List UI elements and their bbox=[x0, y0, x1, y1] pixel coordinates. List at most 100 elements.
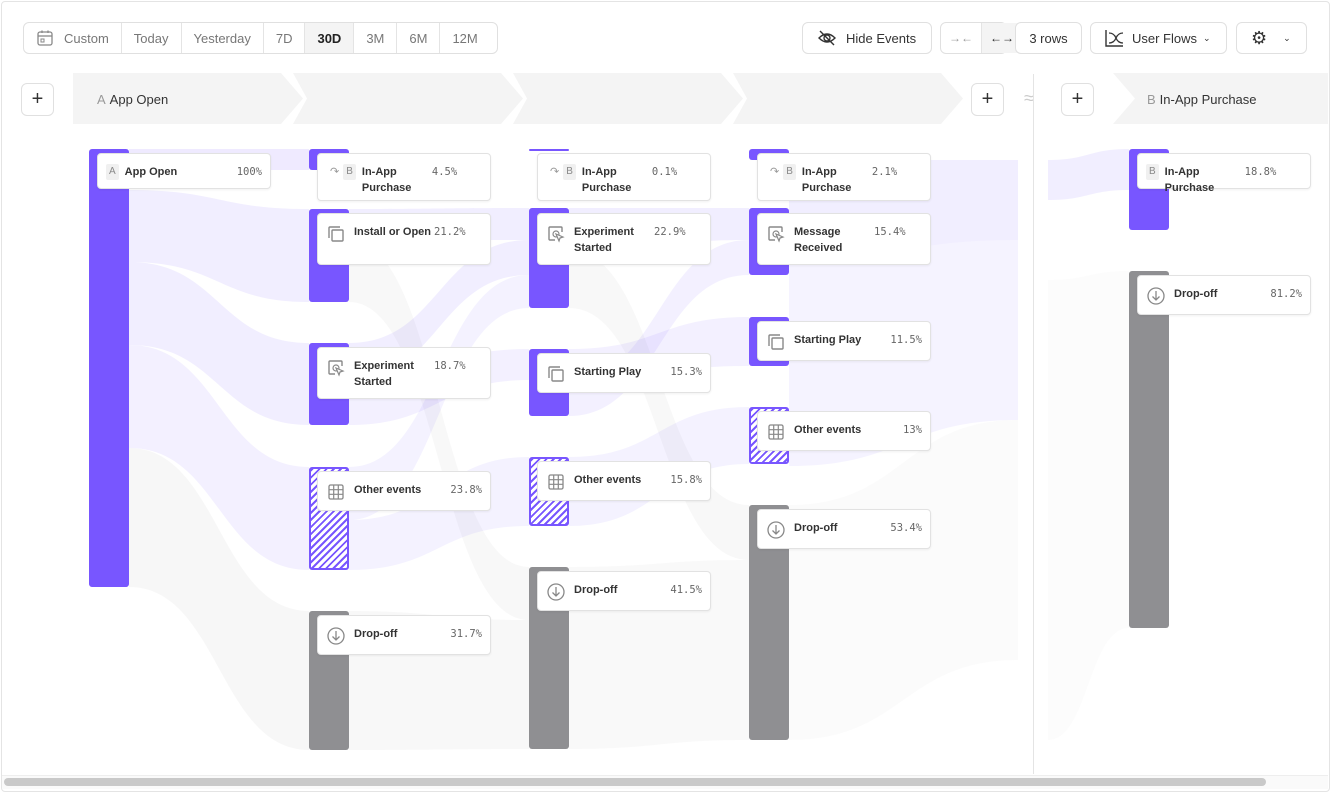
date-range-6m[interactable]: 6M bbox=[397, 23, 441, 53]
date-range-label: Custom bbox=[64, 30, 109, 46]
step-letter-badge: B bbox=[343, 164, 356, 180]
node-card[interactable]: Other events 23.8% bbox=[317, 471, 491, 511]
date-range-yesterday[interactable]: Yesterday bbox=[182, 23, 264, 53]
node-card[interactable]: ↷ B In-App Purchase 0.1% bbox=[537, 153, 711, 201]
node-label: In-App Purchase bbox=[361, 166, 412, 194]
node-percentage: 0.1% bbox=[651, 166, 678, 178]
rows-button[interactable]: 3 rows bbox=[1015, 22, 1082, 54]
step-gap-2 bbox=[513, 73, 743, 124]
node-percentage: 13% bbox=[903, 424, 922, 436]
add-step-before-button[interactable]: + bbox=[21, 83, 54, 116]
node-card[interactable]: Starting Play 11.5% bbox=[757, 321, 931, 361]
node-percentage: 18.7% bbox=[434, 360, 466, 372]
node-card[interactable]: Install or Open 21.2% bbox=[317, 213, 491, 265]
collapse-button[interactable]: →← bbox=[941, 23, 982, 53]
copy-icon bbox=[546, 364, 566, 384]
node-percentage: 18.8% bbox=[1244, 166, 1277, 178]
step-letter-badge: B bbox=[563, 164, 576, 180]
date-range-7d[interactable]: 7D bbox=[264, 23, 306, 53]
node-bar[interactable] bbox=[1129, 271, 1169, 628]
grid-icon bbox=[546, 472, 566, 492]
node-percentage: 31.7% bbox=[450, 628, 482, 640]
view-label: User Flows bbox=[1132, 30, 1198, 46]
arrow-down-circle-icon bbox=[1146, 286, 1166, 306]
node-percentage: 15.4% bbox=[874, 226, 906, 238]
node-percentage: 2.1% bbox=[871, 166, 898, 178]
node-label: Install or Open bbox=[354, 226, 432, 238]
copy-icon bbox=[326, 224, 346, 244]
node-percentage: 81.2% bbox=[1270, 288, 1302, 300]
node-card[interactable]: Drop-off 53.4% bbox=[757, 509, 931, 549]
calendar-icon bbox=[37, 30, 53, 46]
node-label: Drop-off bbox=[1174, 288, 1218, 300]
step-b-header[interactable] bbox=[1113, 73, 1328, 124]
node-card[interactable]: Starting Play 15.3% bbox=[537, 353, 711, 393]
step-b-label: B In-App Purchase bbox=[1147, 92, 1257, 107]
date-range-3m[interactable]: 3M bbox=[354, 23, 398, 53]
collapse-arrows-icon: →← bbox=[949, 31, 973, 45]
arrow-down-circle-icon bbox=[766, 520, 786, 540]
node-label: In-App Purchase bbox=[801, 166, 852, 194]
step-letter-badge: A bbox=[106, 164, 119, 180]
flow-link bbox=[789, 420, 1018, 740]
step-gap-3 bbox=[733, 73, 963, 124]
date-range-custom[interactable]: Custom bbox=[24, 23, 122, 53]
node-label: Other events bbox=[794, 424, 862, 436]
node-card[interactable]: Experiment Started 22.9% bbox=[537, 213, 711, 265]
node-card[interactable]: ↷ B In-App Purchase 2.1% bbox=[757, 153, 931, 201]
node-label: Experiment Started bbox=[574, 226, 634, 254]
step-arrow-icon: ↷ bbox=[770, 166, 780, 178]
node-label: App Open bbox=[124, 166, 178, 178]
node-card[interactable]: Other events 15.8% bbox=[537, 461, 711, 501]
node-card[interactable]: B In-App Purchase 18.8% bbox=[1137, 153, 1311, 194]
node-bar[interactable] bbox=[89, 149, 129, 587]
arrow-down-circle-icon bbox=[546, 582, 566, 602]
node-percentage: 4.5% bbox=[431, 166, 458, 178]
node-label: Other events bbox=[354, 484, 422, 496]
date-range-12m[interactable]: 12M bbox=[452, 30, 478, 46]
add-step-before-b-button[interactable]: + bbox=[1061, 83, 1094, 116]
cursor-click-icon bbox=[326, 358, 346, 378]
node-card[interactable]: ↷ B In-App Purchase 4.5% bbox=[317, 153, 491, 201]
node-label: In-App Purchase bbox=[1164, 166, 1215, 194]
node-percentage: 21.2% bbox=[434, 226, 466, 238]
flow-link bbox=[1048, 149, 1129, 200]
node-percentage: 53.4% bbox=[890, 522, 922, 534]
node-bar[interactable] bbox=[529, 149, 569, 151]
node-card[interactable]: Other events 13% bbox=[757, 411, 931, 451]
date-range-selector: Custom Today Yesterday 7D 30D 3M 6M 12M bbox=[23, 22, 498, 54]
node-label: Message Received bbox=[794, 226, 843, 254]
node-card[interactable]: Drop-off 41.5% bbox=[537, 571, 711, 611]
view-selector[interactable]: User Flows ⌄ bbox=[1090, 22, 1227, 54]
node-card[interactable]: Message Received 15.4% bbox=[757, 213, 931, 265]
flow-link bbox=[349, 240, 529, 620]
step-a-label: A App Open bbox=[97, 92, 169, 107]
flow-link bbox=[129, 262, 309, 425]
expand-arrows-icon: ←→ bbox=[990, 31, 1014, 45]
settings-button[interactable]: ⚙ ⌄ bbox=[1236, 22, 1307, 54]
width-toggle: →← ←→ bbox=[940, 22, 1022, 54]
flow-link bbox=[1048, 271, 1129, 740]
date-range-30d[interactable]: 30D bbox=[305, 23, 355, 53]
user-flows-icon bbox=[1105, 30, 1124, 47]
chevron-down-icon: ⌄ bbox=[1283, 32, 1291, 43]
step-arrow-icon: ↷ bbox=[330, 166, 340, 178]
node-label: Drop-off bbox=[574, 584, 618, 596]
date-range-today[interactable]: Today bbox=[122, 23, 182, 53]
node-card[interactable]: Drop-off 31.7% bbox=[317, 615, 491, 655]
node-percentage: 100% bbox=[236, 166, 262, 178]
hide-events-button[interactable]: Hide Events bbox=[802, 22, 932, 54]
node-card[interactable]: A App Open 100% bbox=[97, 153, 271, 189]
step-arrow-icon: ↷ bbox=[550, 166, 560, 178]
node-card[interactable]: Drop-off 81.2% bbox=[1137, 275, 1311, 315]
flow-link bbox=[129, 345, 309, 570]
cursor-click-icon bbox=[766, 224, 786, 244]
node-label: Starting Play bbox=[574, 366, 642, 378]
step-letter-badge: B bbox=[1146, 164, 1159, 180]
add-step-after-button[interactable]: + bbox=[971, 83, 1004, 116]
step-a-header[interactable] bbox=[73, 73, 303, 124]
horizontal-scrollbar[interactable] bbox=[4, 778, 1266, 786]
chevron-down-icon: ⌄ bbox=[1203, 32, 1211, 43]
node-card[interactable]: Experiment Started 18.7% bbox=[317, 347, 491, 399]
rows-label: 3 rows bbox=[1029, 30, 1068, 46]
